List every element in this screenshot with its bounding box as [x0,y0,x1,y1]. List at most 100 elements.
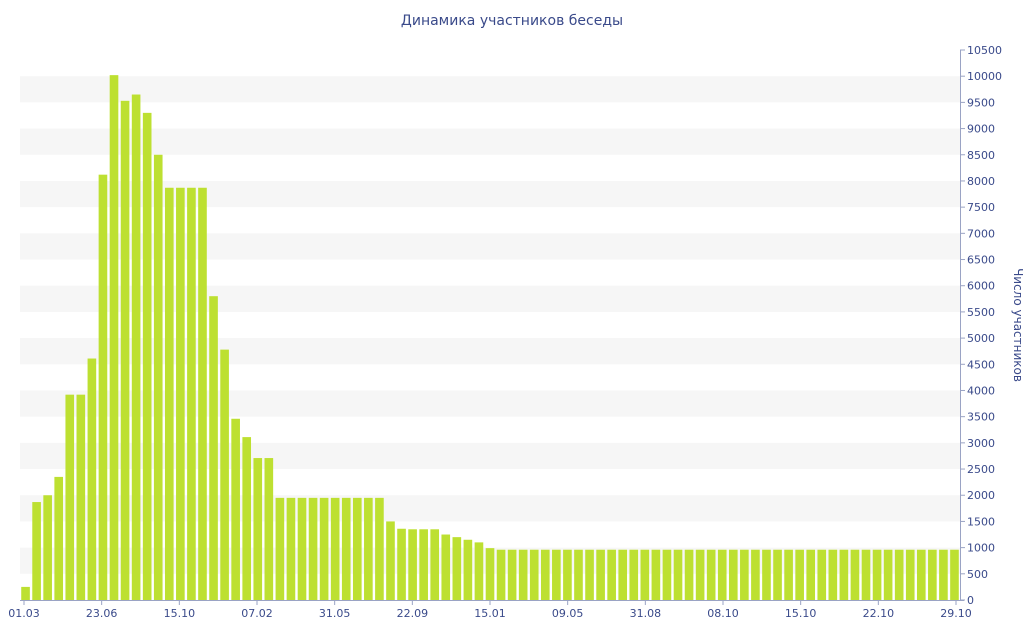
bar [419,529,428,600]
y-tick-label: 7500 [967,201,995,214]
bar [507,549,517,600]
bar [452,537,462,600]
x-tick-label: 31.05 [319,607,351,620]
bar [872,549,882,600]
bar [861,549,871,600]
bar [463,539,473,600]
bar [131,94,141,601]
bar [740,549,749,600]
x-tick-label: 23.06 [86,607,118,620]
y-tick-label: 3000 [967,437,995,450]
bar [176,187,185,600]
bar [43,495,52,600]
bar [319,497,329,600]
y-tick-label: 1500 [967,515,995,528]
x-tick-label: 01.03 [8,607,40,620]
bar [441,534,451,600]
bar [839,549,849,600]
bar [905,549,915,600]
y-tick-label: 1000 [967,542,995,555]
bar [651,549,661,600]
bar [828,549,838,600]
bar [242,437,252,600]
bar [695,549,705,600]
x-tick-label: 08.10 [707,607,739,620]
bar [939,549,948,600]
bar [253,458,263,600]
bar [231,418,240,600]
y-tick-label: 4500 [967,358,995,371]
bar [109,75,119,600]
y-tick-label: 2000 [967,489,995,502]
bar [629,549,639,600]
y-tick-label: 3500 [967,411,995,424]
bar [784,549,793,600]
bar [474,542,484,600]
bar [76,394,86,600]
bar [552,549,561,600]
bar [65,394,75,600]
chart-title: Динамика участников беседы [400,13,624,29]
bar [164,187,174,600]
x-tick-label: 15.10 [785,607,817,620]
bar [375,497,384,600]
y-tick-label: 5000 [967,332,995,345]
bar [352,497,362,600]
y-tick-label: 8500 [967,149,995,162]
bar [308,497,318,600]
y-tick-label: 6000 [967,280,995,293]
bar [751,549,760,600]
x-tick-label: 29.10 [940,607,972,620]
bar [330,497,340,600]
y-tick-label: 10000 [967,70,1002,83]
bar [386,521,395,600]
bar [640,549,650,600]
bar [684,549,694,600]
bar [717,549,727,600]
x-tick-label: 15.10 [164,607,196,620]
bar [529,549,539,600]
bar [341,497,351,600]
x-tick-label: 31.08 [630,607,662,620]
y-tick-label: 7000 [967,227,995,240]
bar [574,549,583,600]
bar [706,549,716,600]
bar [795,549,804,600]
bar [21,586,30,600]
bar [883,549,893,600]
y-tick-label: 2500 [967,463,995,476]
bar [54,476,64,600]
bar [153,154,163,600]
bar [817,549,827,600]
x-tick-label: 22.09 [397,607,429,620]
y-tick-label: 9000 [967,123,995,136]
y-tick-label: 9500 [967,96,995,109]
grid-band [20,128,960,155]
bar [618,549,628,600]
bar [518,549,528,600]
bar [773,549,782,600]
bar [806,549,816,600]
y-tick-label: 4000 [967,384,995,397]
bar [430,529,440,600]
bar [98,174,108,601]
bar [950,549,959,600]
y-tick-label: 0 [967,594,974,607]
bar [142,112,152,601]
y-tick-label: 10500 [967,44,1002,57]
bar [408,529,417,600]
bar [894,549,904,600]
bar [762,549,771,600]
bar [607,549,616,600]
bar [928,549,937,600]
y-tick-label: 5500 [967,306,995,319]
bar [120,100,130,600]
bar [540,549,550,600]
bar [220,349,229,600]
y-tick-label: 500 [967,568,988,581]
bar [286,497,296,600]
bar [397,528,406,600]
y-tick-label: 6500 [967,254,995,267]
